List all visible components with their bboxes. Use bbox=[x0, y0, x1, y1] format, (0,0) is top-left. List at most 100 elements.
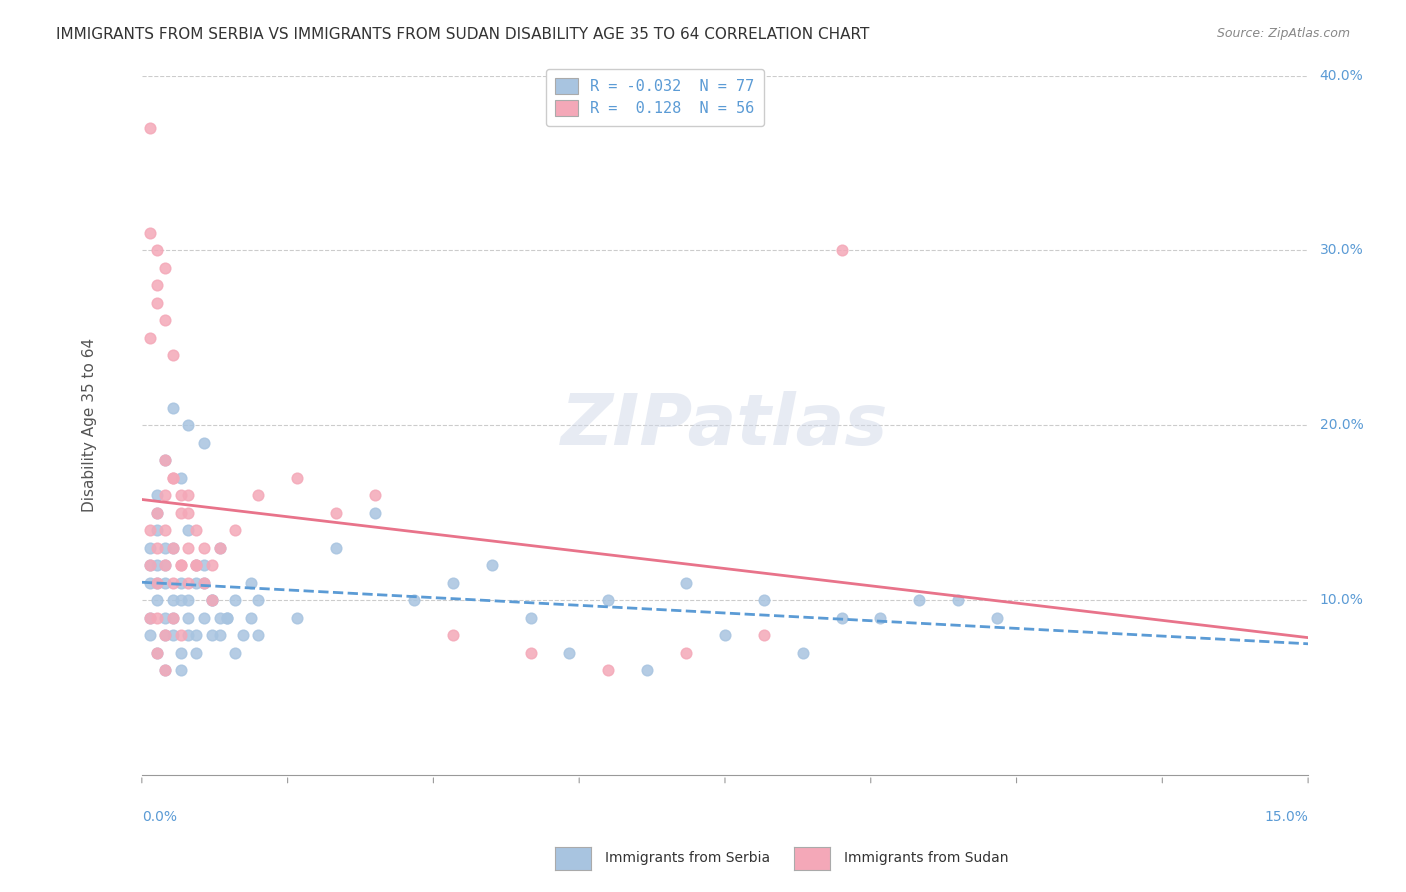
Point bbox=[201, 593, 224, 607]
Point bbox=[153, 453, 176, 467]
Point bbox=[146, 278, 169, 293]
Point bbox=[239, 575, 262, 590]
Point bbox=[138, 558, 160, 573]
Point bbox=[598, 593, 620, 607]
Point bbox=[193, 575, 215, 590]
Point bbox=[177, 523, 200, 537]
Point bbox=[162, 348, 184, 362]
Point bbox=[986, 611, 1008, 625]
Point bbox=[162, 401, 184, 415]
Point bbox=[138, 331, 160, 345]
Point bbox=[153, 523, 176, 537]
Point bbox=[138, 575, 160, 590]
Point bbox=[186, 575, 208, 590]
Point bbox=[146, 593, 169, 607]
Point bbox=[153, 558, 176, 573]
Point bbox=[170, 593, 193, 607]
Point bbox=[153, 611, 176, 625]
Point bbox=[146, 541, 169, 555]
Point bbox=[170, 663, 193, 677]
Point bbox=[153, 628, 176, 642]
Point bbox=[146, 646, 169, 660]
Point bbox=[146, 506, 169, 520]
Point bbox=[162, 541, 184, 555]
Point bbox=[146, 296, 169, 310]
Text: 0.0%: 0.0% bbox=[142, 810, 177, 824]
Point bbox=[162, 611, 184, 625]
Point bbox=[636, 663, 658, 677]
Point bbox=[153, 313, 176, 327]
Point bbox=[364, 506, 387, 520]
Point bbox=[177, 593, 200, 607]
Point bbox=[831, 244, 853, 258]
Point bbox=[162, 471, 184, 485]
Text: 10.0%: 10.0% bbox=[1320, 593, 1364, 607]
Point bbox=[162, 611, 184, 625]
Point bbox=[153, 663, 176, 677]
Point bbox=[146, 558, 169, 573]
Point bbox=[481, 558, 503, 573]
Point bbox=[224, 646, 246, 660]
Text: 20.0%: 20.0% bbox=[1320, 418, 1364, 433]
Point bbox=[752, 593, 775, 607]
Point bbox=[201, 593, 224, 607]
Point bbox=[193, 575, 215, 590]
Point bbox=[441, 575, 464, 590]
Point bbox=[325, 506, 347, 520]
Point bbox=[162, 628, 184, 642]
Point bbox=[948, 593, 970, 607]
Point bbox=[224, 593, 246, 607]
Point bbox=[208, 628, 231, 642]
Point bbox=[177, 628, 200, 642]
Point bbox=[162, 575, 184, 590]
Point bbox=[138, 628, 160, 642]
Point bbox=[325, 541, 347, 555]
Point bbox=[153, 541, 176, 555]
Text: IMMIGRANTS FROM SERBIA VS IMMIGRANTS FROM SUDAN DISABILITY AGE 35 TO 64 CORRELAT: IMMIGRANTS FROM SERBIA VS IMMIGRANTS FRO… bbox=[56, 27, 870, 42]
Point bbox=[162, 471, 184, 485]
Text: 30.0%: 30.0% bbox=[1320, 244, 1364, 258]
Point bbox=[402, 593, 425, 607]
Point bbox=[153, 488, 176, 502]
Point bbox=[146, 488, 169, 502]
Point bbox=[193, 541, 215, 555]
Point bbox=[239, 611, 262, 625]
Point bbox=[186, 558, 208, 573]
Text: Immigrants from Sudan: Immigrants from Sudan bbox=[844, 851, 1008, 865]
Point bbox=[208, 541, 231, 555]
Point bbox=[138, 611, 160, 625]
Point bbox=[177, 506, 200, 520]
Point bbox=[170, 575, 193, 590]
Legend: R = -0.032  N = 77, R =  0.128  N = 56: R = -0.032 N = 77, R = 0.128 N = 56 bbox=[546, 70, 763, 126]
Point bbox=[153, 558, 176, 573]
Point bbox=[138, 523, 160, 537]
Point bbox=[247, 488, 270, 502]
Point bbox=[186, 558, 208, 573]
Point bbox=[146, 611, 169, 625]
Text: Immigrants from Serbia: Immigrants from Serbia bbox=[605, 851, 769, 865]
Point bbox=[285, 611, 308, 625]
Text: 15.0%: 15.0% bbox=[1264, 810, 1308, 824]
Point bbox=[170, 646, 193, 660]
Point bbox=[170, 558, 193, 573]
Point bbox=[186, 558, 208, 573]
Point bbox=[138, 558, 160, 573]
Point bbox=[146, 523, 169, 537]
Point bbox=[201, 628, 224, 642]
Point bbox=[162, 593, 184, 607]
Point bbox=[153, 260, 176, 275]
Point bbox=[193, 435, 215, 450]
Point bbox=[177, 575, 200, 590]
Point bbox=[519, 611, 541, 625]
Point bbox=[441, 628, 464, 642]
Point bbox=[201, 593, 224, 607]
Point bbox=[138, 226, 160, 240]
Point bbox=[170, 471, 193, 485]
Point bbox=[217, 611, 239, 625]
Point bbox=[153, 628, 176, 642]
Point bbox=[146, 506, 169, 520]
Point bbox=[153, 575, 176, 590]
Point bbox=[247, 593, 270, 607]
Point bbox=[792, 646, 814, 660]
Point bbox=[364, 488, 387, 502]
